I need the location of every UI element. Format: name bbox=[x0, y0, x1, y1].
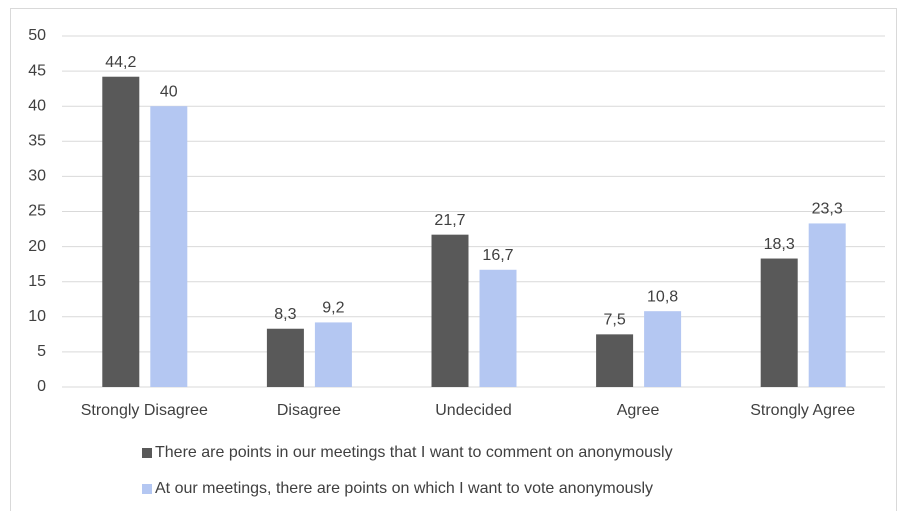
y-tick-label: 25 bbox=[28, 203, 46, 220]
y-tick-label: 50 bbox=[28, 27, 46, 44]
data-label: 40 bbox=[160, 83, 178, 100]
bar bbox=[150, 106, 188, 387]
bar bbox=[102, 76, 140, 387]
legend-label: There are points in our meetings that I … bbox=[155, 444, 673, 461]
data-label: 44,2 bbox=[105, 54, 136, 71]
y-tick-label: 45 bbox=[28, 62, 46, 79]
y-tick-label: 15 bbox=[28, 273, 46, 290]
bar bbox=[644, 311, 682, 387]
x-tick-label: Strongly Disagree bbox=[81, 402, 208, 419]
data-label: 16,7 bbox=[482, 247, 513, 264]
data-label: 7,5 bbox=[603, 312, 625, 329]
legend-swatch bbox=[142, 448, 152, 458]
bar bbox=[266, 328, 304, 387]
bar bbox=[314, 322, 352, 387]
bar bbox=[596, 334, 634, 387]
y-tick-label: 35 bbox=[28, 133, 46, 150]
legend-swatch bbox=[142, 484, 152, 494]
bar bbox=[431, 234, 469, 387]
bar bbox=[479, 269, 517, 387]
data-label: 8,3 bbox=[274, 306, 296, 323]
data-label: 9,2 bbox=[322, 300, 344, 317]
x-tick-label: Undecided bbox=[435, 402, 512, 419]
data-label: 21,7 bbox=[434, 212, 465, 229]
data-label: 18,3 bbox=[764, 236, 795, 253]
y-tick-label: 5 bbox=[37, 343, 46, 360]
y-tick-label: 40 bbox=[28, 97, 46, 114]
data-label: 10,8 bbox=[647, 288, 678, 305]
y-tick-label: 10 bbox=[28, 308, 46, 325]
y-tick-label: 20 bbox=[28, 238, 46, 255]
x-tick-label: Agree bbox=[617, 402, 660, 419]
bar bbox=[808, 223, 846, 387]
data-label: 23,3 bbox=[812, 201, 843, 218]
bar bbox=[760, 258, 798, 387]
y-tick-label: 30 bbox=[28, 168, 46, 185]
y-tick-label: 0 bbox=[37, 378, 46, 395]
x-tick-label: Disagree bbox=[277, 402, 341, 419]
x-tick-label: Strongly Agree bbox=[750, 402, 855, 419]
legend-label: At our meetings, there are points on whi… bbox=[155, 480, 653, 497]
